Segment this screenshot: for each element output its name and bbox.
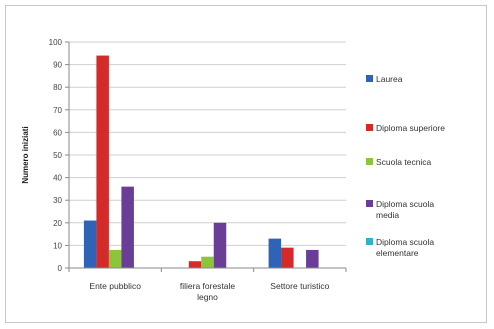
bar xyxy=(96,55,109,269)
legend: Laurea Diploma superiore Scuola tecnica Dip… xyxy=(366,74,445,258)
y-axis-title: Numero iniziati xyxy=(21,126,30,183)
legend-label: Laurea xyxy=(376,74,403,84)
legend-swatch xyxy=(366,124,373,131)
y-tick-label: 40 xyxy=(53,174,62,183)
y-tick-label: 50 xyxy=(53,151,62,160)
bar-chart: 0 10 20 30 40 50 60 70 80 90 100 Ente pubblico fili… xyxy=(21,38,445,302)
bar xyxy=(281,247,294,268)
y-tick-label: 80 xyxy=(53,83,62,92)
chart-frame: 0 10 20 30 40 50 60 70 80 90 100 Ente pubblico fili… xyxy=(5,5,487,323)
legend-swatch xyxy=(366,200,373,207)
legend-label: Diploma scuola xyxy=(376,237,434,247)
bar xyxy=(188,261,202,268)
y-tick-label: 30 xyxy=(53,196,62,205)
y-tick-label: 90 xyxy=(53,61,62,70)
grid-lines xyxy=(69,41,346,269)
legend-label: Scuola tecnica xyxy=(376,157,432,167)
x-tick-label: legno xyxy=(197,292,218,302)
y-tick-label: 20 xyxy=(53,219,62,228)
bar xyxy=(108,249,122,268)
bar xyxy=(213,222,227,268)
y-tick-label: 70 xyxy=(53,106,62,115)
x-tick-label: Settore turistico xyxy=(270,281,329,291)
bars xyxy=(83,55,319,269)
legend-swatch xyxy=(366,75,373,82)
legend-swatch xyxy=(366,158,373,165)
legend-label: Diploma scuola xyxy=(376,199,434,209)
legend-label: Diploma superiore xyxy=(376,123,445,133)
bar xyxy=(201,256,214,268)
legend-label: elementare xyxy=(376,248,419,258)
x-tick-label: Ente pubblico xyxy=(89,281,141,291)
bar xyxy=(83,220,97,268)
bar xyxy=(268,238,282,268)
bar xyxy=(121,186,134,268)
y-tick-label: 60 xyxy=(53,128,62,137)
legend-label: media xyxy=(376,210,399,220)
y-tick-label: 10 xyxy=(53,241,62,250)
legend-swatch xyxy=(366,238,373,245)
y-tick-label: 100 xyxy=(49,38,63,47)
y-axis: 0 10 20 30 40 50 60 70 80 90 100 xyxy=(49,38,70,273)
bar xyxy=(306,249,319,268)
y-tick-label: 0 xyxy=(58,264,63,273)
x-tick-label: filiera forestale xyxy=(180,281,236,291)
